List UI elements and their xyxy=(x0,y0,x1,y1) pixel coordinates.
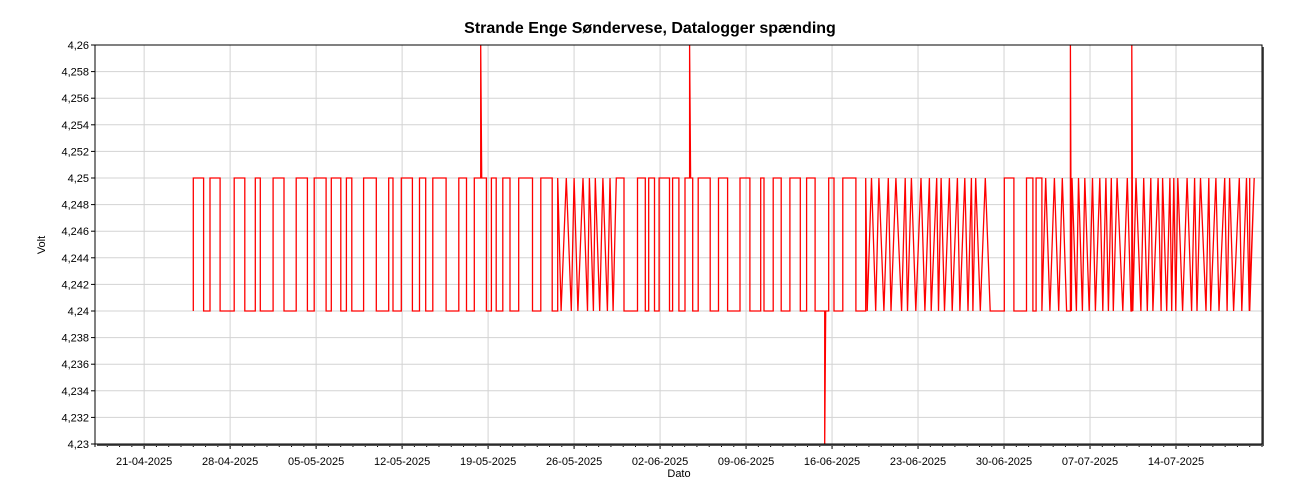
x-tick-label: 05-05-2025 xyxy=(288,456,344,468)
axes xyxy=(91,44,1264,449)
x-axis-label: Dato xyxy=(667,468,690,480)
x-tick-label: 26-05-2025 xyxy=(546,456,602,468)
y-tick-label: 4,238 xyxy=(61,333,89,345)
y-tick-label: 4,248 xyxy=(61,200,89,212)
y-tick-label: 4,24 xyxy=(68,306,89,318)
series-area xyxy=(192,44,1255,445)
y-tick-label: 4,26 xyxy=(68,40,89,52)
tick-labels: 4,23 4,232 4,234 4,236 4,238 4,24 4,242 4,244 4,… xyxy=(61,40,1204,468)
y-tick-label: 4,236 xyxy=(61,359,89,371)
x-tick-label: 28-04-2025 xyxy=(202,456,258,468)
x-tick-label: 02-06-2025 xyxy=(632,456,688,468)
x-tick-label: 09-06-2025 xyxy=(718,456,774,468)
y-tick-label: 4,258 xyxy=(61,67,89,79)
x-tick-label: 16-06-2025 xyxy=(804,456,860,468)
x-tick-label: 12-05-2025 xyxy=(374,456,430,468)
y-tick-label: 4,25 xyxy=(68,173,89,185)
x-tick-label: 23-06-2025 xyxy=(890,456,946,468)
y-tick-label: 4,256 xyxy=(61,93,89,105)
y-tick-label: 4,244 xyxy=(61,253,89,265)
y-axis-label: Volt xyxy=(36,236,48,254)
plot-frame xyxy=(94,44,1263,445)
y-tick-label: 4,254 xyxy=(61,120,89,132)
chart-title: Strande Enge Søndervese, Datalogger spæn… xyxy=(464,20,836,37)
x-tick-label: 14-07-2025 xyxy=(1148,456,1204,468)
y-tick-label: 4,252 xyxy=(61,146,89,158)
x-tick-label: 21-04-2025 xyxy=(116,456,172,468)
y-tick-label: 4,23 xyxy=(68,439,89,451)
series-line xyxy=(192,44,1255,445)
x-tick-label: 07-07-2025 xyxy=(1062,456,1118,468)
x-tick-label: 30-06-2025 xyxy=(976,456,1032,468)
y-tick-label: 4,246 xyxy=(61,226,89,238)
x-tick-label: 19-05-2025 xyxy=(460,456,516,468)
y-tick-label: 4,232 xyxy=(61,412,89,424)
y-tick-label: 4,234 xyxy=(61,386,89,398)
y-tick-label: 4,242 xyxy=(61,279,89,291)
